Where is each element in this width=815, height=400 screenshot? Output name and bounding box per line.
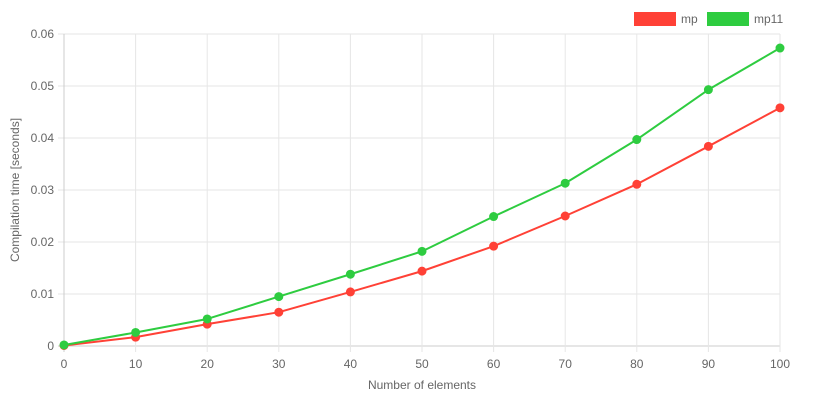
data-point-mp11[interactable] (560, 178, 570, 188)
x-tick-label: 40 (344, 357, 358, 371)
series-mp11 (59, 43, 785, 350)
x-tick-label: 0 (61, 357, 68, 371)
legend-swatch (634, 12, 676, 26)
x-tick-label: 100 (770, 357, 790, 371)
data-point-mp11[interactable] (345, 269, 355, 279)
grid-layer (58, 33, 781, 352)
data-point-mp11[interactable] (775, 43, 785, 53)
x-tick-label: 30 (272, 357, 286, 371)
data-point-mp[interactable] (274, 307, 284, 317)
data-point-mp11[interactable] (59, 340, 69, 350)
axes-layer: 0 0.01 0.02 0.03 0.04 0.05 0.06 0 10 20 30 40 50 60 70… (31, 27, 791, 371)
legend-label: mp (681, 12, 698, 26)
y-tick-label: 0.06 (31, 27, 55, 41)
legend-item-mp[interactable]: mp (634, 12, 698, 26)
series-layer (59, 43, 785, 350)
x-tick-label: 80 (630, 357, 644, 371)
data-point-mp[interactable] (489, 241, 499, 251)
data-point-mp[interactable] (703, 141, 713, 151)
data-point-mp[interactable] (345, 287, 355, 297)
data-point-mp11[interactable] (632, 135, 642, 145)
x-tick-label: 70 (559, 357, 573, 371)
y-tick-label: 0.02 (31, 235, 55, 249)
data-point-mp11[interactable] (274, 292, 284, 302)
x-tick-label: 90 (702, 357, 716, 371)
legend-label: mp11 (754, 12, 783, 26)
data-point-mp[interactable] (417, 266, 427, 276)
y-tick-label: 0 (47, 339, 54, 353)
x-tick-label: 60 (487, 357, 501, 371)
legend-item-mp11[interactable]: mp11 (707, 12, 783, 26)
x-axis-title: Number of elements (368, 378, 476, 392)
data-point-mp[interactable] (632, 179, 642, 189)
x-tick-label: 50 (415, 357, 429, 371)
y-axis-title: Compilation time [seconds] (8, 118, 22, 262)
legend-swatch (707, 12, 749, 26)
data-point-mp[interactable] (775, 103, 785, 113)
data-point-mp11[interactable] (131, 327, 141, 337)
x-tick-label: 20 (201, 357, 215, 371)
x-tick-label: 10 (129, 357, 143, 371)
data-point-mp11[interactable] (489, 212, 499, 222)
y-tick-label: 0.01 (31, 287, 55, 301)
y-tick-label: 0.05 (31, 79, 55, 93)
legend: mp mp11 (634, 12, 783, 26)
data-point-mp11[interactable] (417, 246, 427, 256)
data-point-mp11[interactable] (202, 314, 212, 324)
data-point-mp11[interactable] (703, 85, 713, 95)
y-tick-label: 0.04 (31, 131, 55, 145)
data-point-mp[interactable] (560, 211, 570, 221)
y-tick-label: 0.03 (31, 183, 55, 197)
